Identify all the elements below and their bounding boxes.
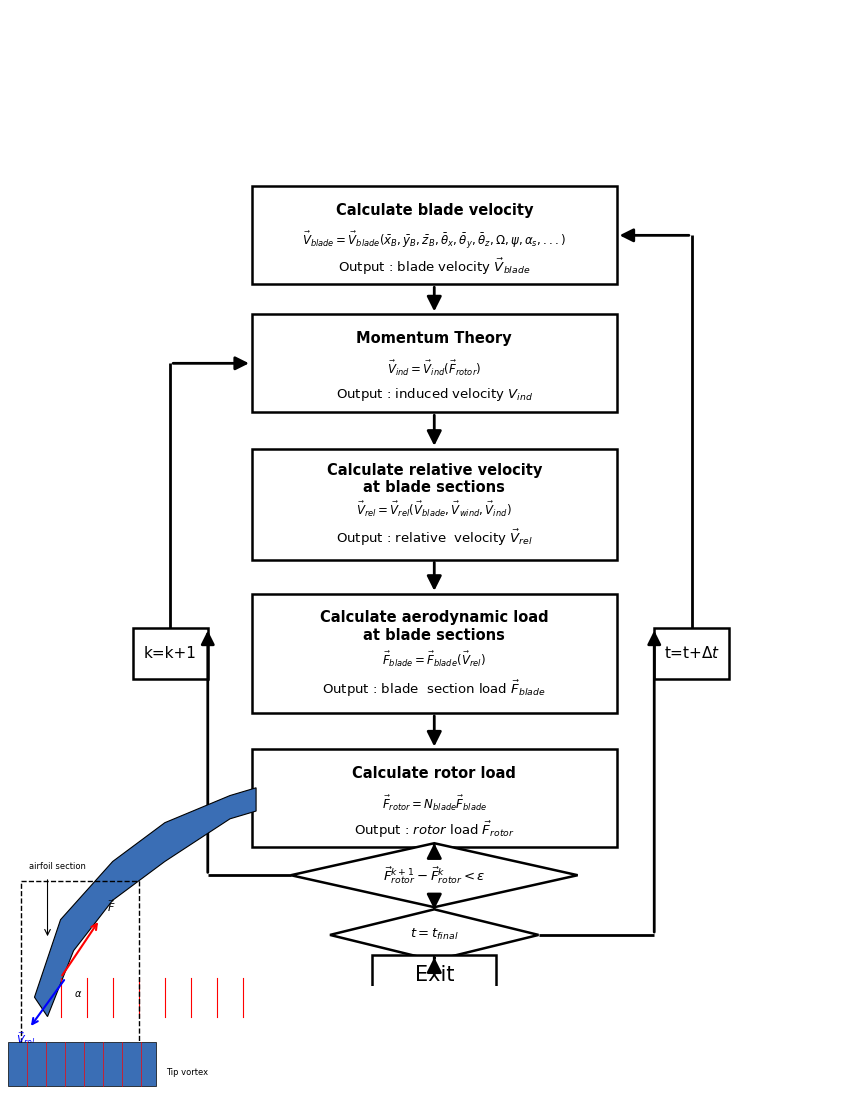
Bar [251,449,616,560]
Bar [251,315,616,412]
Text: Calculate relative velocity: Calculate relative velocity [326,463,542,479]
Text: $\vec{V}_{ind}=\vec{V}_{ind}(\vec{F}_{rotor})$: $\vec{V}_{ind}=\vec{V}_{ind}(\vec{F}_{ro… [387,359,481,378]
Text: $\vec{V}_{rel}$: $\vec{V}_{rel}$ [16,1030,36,1047]
Text: $\alpha$: $\alpha$ [73,989,82,999]
Text: $\vec{V}_{rel}=\vec{V}_{rel}(\vec{V}_{blade},\vec{V}_{wind},\vec{V}_{ind})$: $\vec{V}_{rel}=\vec{V}_{rel}(\vec{V}_{bl… [357,500,512,520]
Text: at blade sections: at blade sections [363,480,505,495]
Text: Output : blade velocity $\vec{V}_{blade}$: Output : blade velocity $\vec{V}_{blade}… [338,257,531,277]
Text: $\vec{V}_{blade}=\vec{V}_{blade}(\bar{x}_B,\bar{y}_B,\bar{z}_B,\bar{\theta}_x,\b: $\vec{V}_{blade}=\vec{V}_{blade}(\bar{x}… [302,229,566,250]
Text: $\vec{F}$: $\vec{F}$ [108,899,116,914]
Bar [133,628,208,679]
Polygon shape [330,910,538,961]
Text: Output : blade  section load $\vec{F}_{blade}$: Output : blade section load $\vec{F}_{bl… [322,679,546,699]
Text: airfoil section: airfoil section [29,862,86,871]
Text: Output : induced velocity $V_{ind}$: Output : induced velocity $V_{ind}$ [336,387,533,403]
Bar [251,186,616,285]
Bar [22,881,139,1055]
Text: $\vec{F}_{rotor}=N_{blade}\vec{F}_{blade}$: $\vec{F}_{rotor}=N_{blade}\vec{F}_{blade… [382,793,487,813]
Bar [8,1042,156,1086]
Text: Exit: Exit [415,965,454,985]
Text: Output : $\mathit{rotor}$ load $\vec{F}_{rotor}$: Output : $\mathit{rotor}$ load $\vec{F}_… [354,820,515,840]
Text: k=k+1: k=k+1 [144,646,197,660]
Bar [373,955,496,995]
Text: Calculate rotor load: Calculate rotor load [352,767,516,781]
Text: Tip vortex: Tip vortex [167,1068,209,1077]
Text: Calculate aerodynamic load: Calculate aerodynamic load [320,611,548,625]
Text: t=t+$\Delta t$: t=t+$\Delta t$ [664,645,720,661]
Text: $\vec{F}_{blade}=\vec{F}_{blade}(\vec{V}_{rel})$: $\vec{F}_{blade}=\vec{F}_{blade}(\vec{V}… [383,649,486,669]
Polygon shape [291,843,578,907]
Bar [251,594,616,714]
Bar [654,628,729,679]
Text: $t=t_{final}$: $t=t_{final}$ [410,927,458,943]
Text: Output : relative  velocity $\vec{V}_{rel}$: Output : relative velocity $\vec{V}_{rel… [336,527,532,547]
Text: Calculate blade velocity: Calculate blade velocity [336,203,533,218]
Text: $\vec{F}^{k+1}_{rotor}-\vec{F}^{k}_{rotor}<\varepsilon$: $\vec{F}^{k+1}_{rotor}-\vec{F}^{k}_{roto… [383,864,485,885]
Polygon shape [34,788,256,1017]
Text: at blade sections: at blade sections [363,628,505,643]
Text: Momentum Theory: Momentum Theory [357,331,512,347]
Bar [251,749,616,848]
